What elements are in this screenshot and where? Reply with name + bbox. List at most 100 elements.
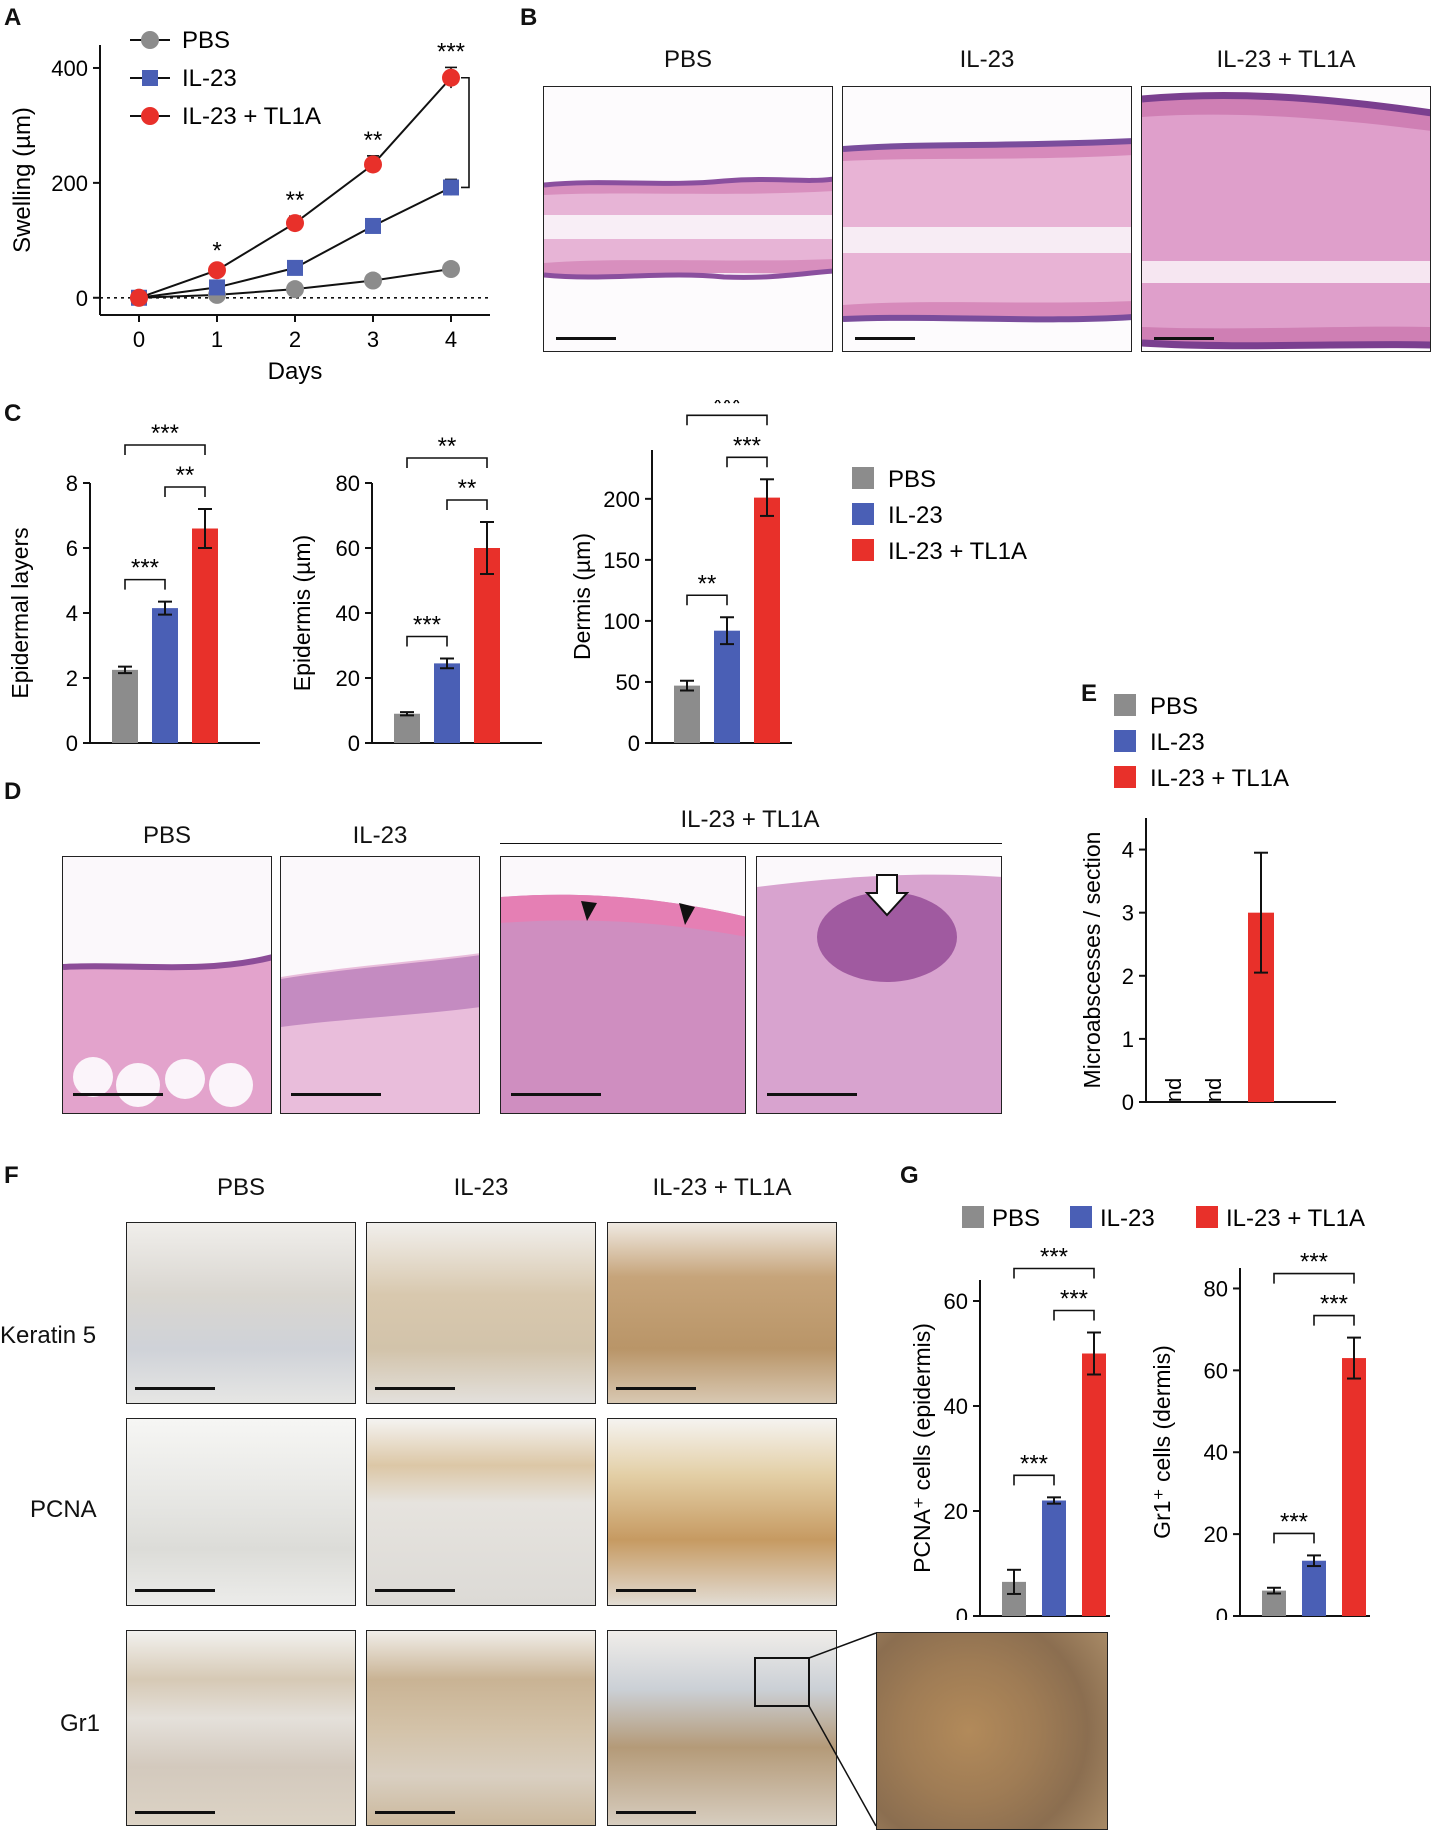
significance-bracket — [726, 456, 768, 468]
scale-bar — [135, 1387, 215, 1390]
ihc-keratin5-pbs — [126, 1222, 356, 1404]
y-tick-label: 20 — [1204, 1522, 1228, 1547]
significance-label: * — [212, 238, 221, 265]
arrowhead-icon — [679, 903, 695, 925]
y-tick-label: 2 — [1122, 964, 1134, 989]
legend-marker — [141, 107, 159, 125]
x-tick-label: 4 — [445, 327, 457, 352]
bar-0 — [1262, 1590, 1286, 1616]
panel-b-title-il23: IL-23 — [959, 46, 1015, 73]
y-axis-label: Swelling (µm) — [9, 107, 36, 253]
he-zoom-tissue-il23-tl1a-2 — [757, 874, 1001, 1113]
data-point-0 — [286, 280, 304, 299]
y-tick-label: 60 — [944, 1289, 968, 1314]
significance-bracket — [1313, 1314, 1355, 1326]
y-tick-label: 0 — [956, 1604, 968, 1620]
significance-bracket — [446, 499, 488, 510]
x-tick-label: 1 — [211, 327, 223, 352]
significance-bracket — [686, 414, 768, 426]
significance-bracket — [1053, 1309, 1095, 1321]
y-tick-label: 60 — [336, 536, 360, 561]
scale-bar — [616, 1589, 696, 1592]
scale-bar — [855, 337, 915, 340]
bar-1 — [1042, 1500, 1066, 1616]
significance-label: *** — [413, 612, 441, 639]
legend-label: IL-23 + TL1A — [1226, 1205, 1365, 1232]
data-point-2 — [286, 214, 304, 233]
panel-d-title-il23: IL-23 — [352, 822, 408, 849]
ihc-gr1-inset-zoom — [876, 1632, 1108, 1830]
panel-label-b: B — [520, 4, 538, 31]
he-tissue-il23-tl1a — [1142, 91, 1430, 350]
scale-bar — [135, 1811, 215, 1814]
panel-label-c: C — [4, 400, 22, 427]
he-zoom-pbs — [62, 856, 272, 1114]
y-axis-label: PCNA⁺ cells (epidermis) — [909, 1323, 935, 1573]
bar-2 — [1342, 1358, 1366, 1616]
he-image-il23-tl1a — [1141, 86, 1431, 352]
data-point-2 — [364, 155, 382, 174]
x-tick-label: 2 — [289, 327, 301, 352]
scale-bar — [135, 1589, 215, 1592]
x-axis-label: Days — [268, 358, 323, 385]
x-tick-label: 0 — [133, 327, 145, 352]
bar-1 — [152, 608, 178, 743]
significance-label: *** — [1320, 1291, 1348, 1318]
significance-bracket — [1013, 1474, 1055, 1486]
bar-2 — [754, 497, 780, 743]
inset-box — [754, 1657, 810, 1707]
y-tick-label: 3 — [1122, 901, 1134, 926]
panel-label-d: D — [4, 778, 22, 805]
ihc-keratin5-il23 — [366, 1222, 596, 1404]
data-point-2 — [208, 261, 226, 280]
y-axis-label: Gr1⁺ cells (dermis) — [1149, 1345, 1175, 1539]
significance-label: ** — [438, 433, 457, 460]
y-tick-label: 6 — [66, 536, 78, 561]
gr1-chart: 0 20 40 60 80 Gr1⁺ cells (dermis) *** *** *** — [1149, 1249, 1370, 1620]
y-tick-label: 50 — [616, 670, 640, 695]
panel-label-g: G — [900, 1162, 919, 1189]
ihc-gr1-il23 — [366, 1630, 596, 1826]
legend-swatch — [1070, 1206, 1092, 1228]
scale-bar — [767, 1093, 857, 1096]
ihc-pcna-il23 — [366, 1418, 596, 1606]
bar-1 — [714, 630, 740, 743]
significance-bracket — [461, 76, 470, 189]
y-tick-label: 200 — [51, 171, 88, 196]
significance-bracket — [406, 457, 488, 468]
legend-swatch — [1114, 694, 1136, 716]
scale-bar — [291, 1093, 381, 1096]
y-tick-label: 200 — [603, 487, 640, 512]
legend-label: PBS — [1150, 693, 1198, 720]
scale-bar — [375, 1387, 455, 1390]
data-point-1 — [365, 217, 381, 234]
bar-1 — [434, 663, 460, 743]
y-tick-label: 0 — [628, 731, 640, 756]
y-tick-label: 4 — [66, 601, 78, 626]
data-point-1 — [443, 179, 459, 196]
he-zoom-il23 — [280, 856, 480, 1114]
ihc-pcna-pbs — [126, 1418, 356, 1606]
y-tick-label: 40 — [1204, 1440, 1228, 1465]
y-tick-label: 0 — [66, 731, 78, 756]
y-axis-label: Epidermal layers — [7, 527, 33, 698]
significance-bracket — [124, 444, 206, 455]
significance-bracket — [406, 635, 448, 647]
ihc-gr1-il23-tl1a — [607, 1630, 837, 1826]
y-axis-label: Microabscesses / section — [1079, 832, 1105, 1089]
bar-0 — [394, 713, 420, 743]
panel-label-f: F — [4, 1162, 19, 1189]
significance-bracket — [1273, 1532, 1315, 1544]
significance-label: *** — [1020, 1450, 1048, 1477]
legend-swatch — [852, 539, 874, 561]
panel-f-row-pcna: PCNA — [30, 1496, 97, 1523]
panel-b-title-pbs: PBS — [663, 46, 713, 73]
y-tick-label: 0 — [76, 286, 88, 311]
significance-label: ** — [458, 475, 477, 502]
significance-label: *** — [1300, 1249, 1328, 1276]
legend-label: PBS — [992, 1205, 1040, 1232]
significance-label: *** — [437, 38, 465, 65]
he-zoom-tissue-pbs — [63, 954, 271, 1113]
panel-d-title-il23-tl1a: IL-23 + TL1A — [680, 806, 820, 833]
